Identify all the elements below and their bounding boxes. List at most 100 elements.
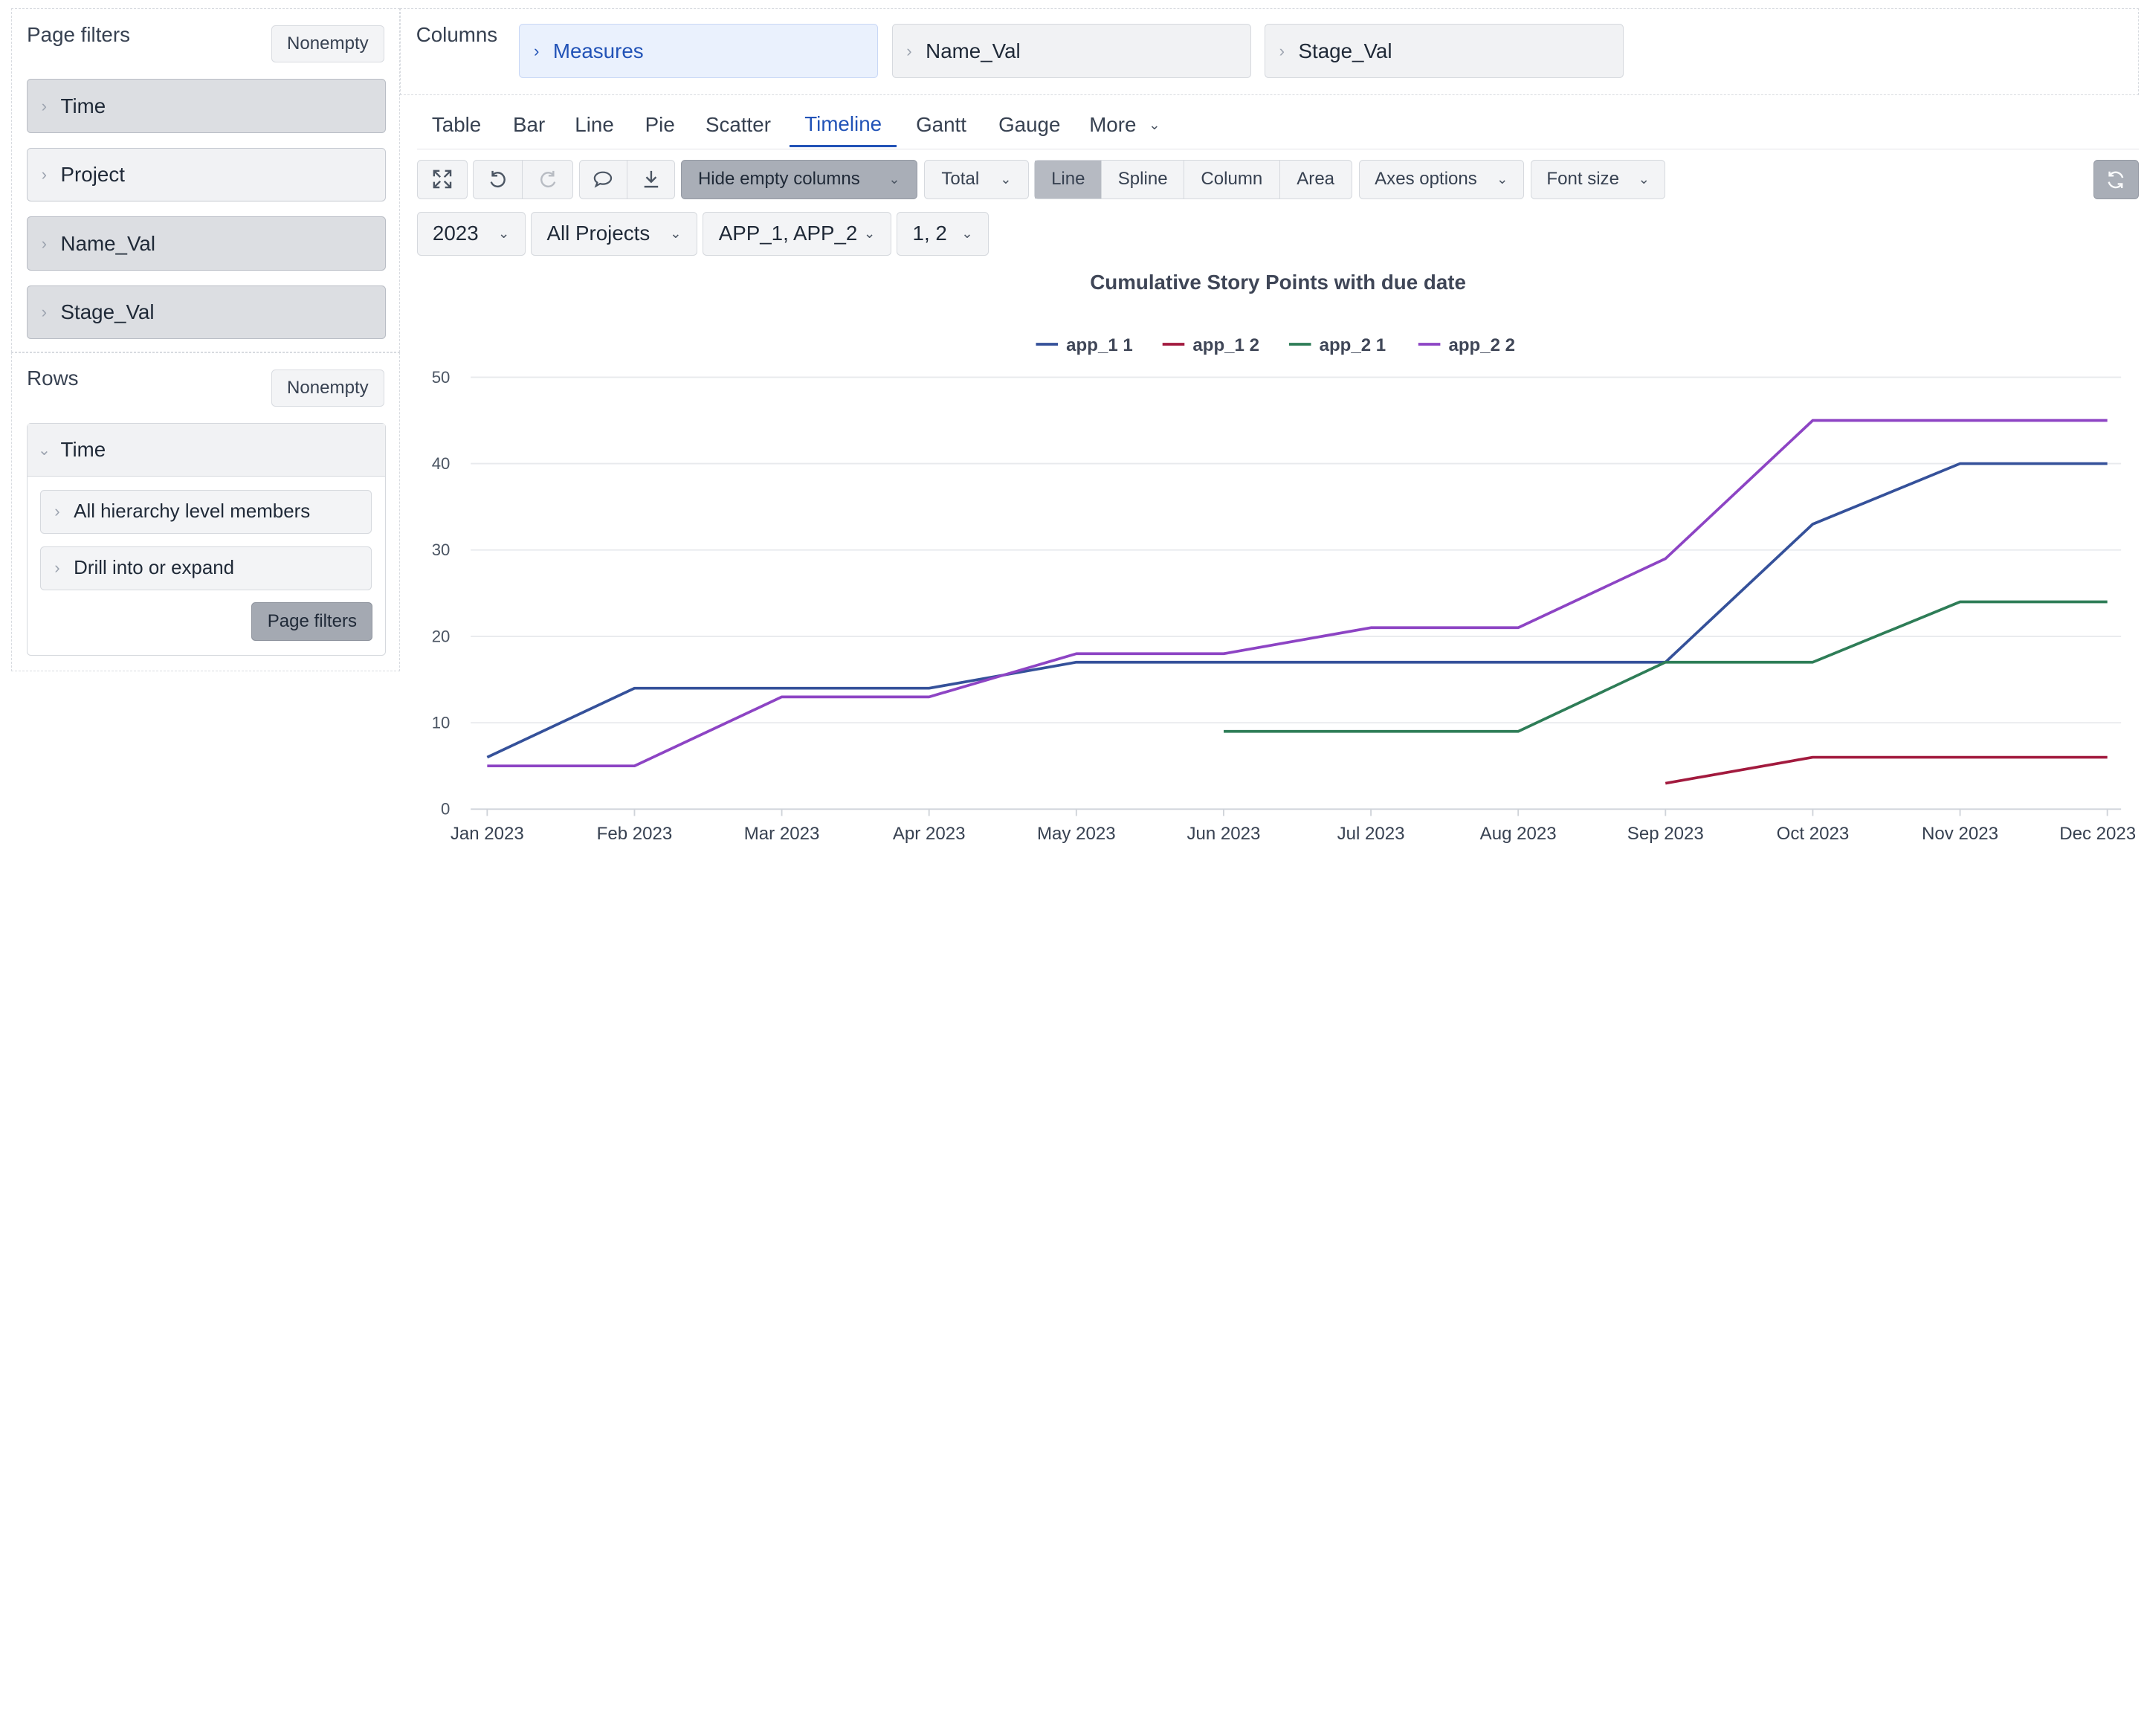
tab-line[interactable]: Line bbox=[575, 113, 614, 137]
font-size-dropdown[interactable]: Font size ⌄ bbox=[1531, 159, 1666, 200]
x-tick-label: Oct 2023 bbox=[1776, 824, 1849, 844]
chevron-down-icon: ⌄ bbox=[670, 225, 682, 242]
chevron-down-icon: ⌄ bbox=[497, 225, 510, 242]
chevron-down-icon: ⌄ bbox=[1149, 117, 1160, 133]
page-filters-button[interactable]: Page filters bbox=[251, 602, 373, 642]
legend-label: app_2 1 bbox=[1319, 335, 1386, 355]
tab-timeline[interactable]: Timeline bbox=[789, 103, 897, 147]
column-item-measures[interactable]: › Measures bbox=[519, 24, 879, 78]
page-filters-section: Page filters Nonempty › Time › Project ›… bbox=[10, 8, 401, 352]
chart-type-tabs: Table Bar Line Pie Scatter Timeline Gant… bbox=[416, 103, 2139, 149]
hide-empty-label: Hide empty columns bbox=[697, 169, 860, 190]
series-line bbox=[1665, 755, 2108, 784]
chevron-down-icon: ⌄ bbox=[1496, 171, 1508, 187]
line-type-spline[interactable]: Spline bbox=[1102, 160, 1184, 199]
line-type-line[interactable]: Line bbox=[1035, 160, 1102, 199]
undo-button[interactable] bbox=[474, 160, 523, 199]
filter-item-time[interactable]: › Time bbox=[27, 79, 386, 133]
y-tick-label: 40 bbox=[431, 454, 450, 472]
chevron-right-icon: › bbox=[41, 233, 48, 253]
x-tick-label: Jun 2023 bbox=[1186, 824, 1260, 844]
axes-options-label: Axes options bbox=[1375, 169, 1477, 190]
rows-section: Rows Nonempty ⌄ Time › All hierarchy lev… bbox=[10, 352, 401, 671]
drill-into-or-expand-option[interactable]: › Drill into or expand bbox=[39, 546, 372, 590]
filter-item-stage-val[interactable]: › Stage_Val bbox=[27, 285, 386, 340]
left-panel: Page filters Nonempty › Time › Project ›… bbox=[10, 8, 401, 671]
undo-icon bbox=[490, 171, 506, 188]
total-label: Total bbox=[941, 169, 980, 190]
x-tick-label: Dec 2023 bbox=[2059, 824, 2136, 844]
chevron-down-icon: ⌄ bbox=[37, 442, 51, 459]
chart-title: Cumulative Story Points with due date bbox=[1090, 271, 1466, 294]
tab-gantt[interactable]: Gantt bbox=[916, 113, 966, 137]
y-tick-label: 30 bbox=[431, 541, 450, 559]
filter-item-project[interactable]: › Project bbox=[27, 147, 386, 202]
y-tick-label: 50 bbox=[431, 367, 450, 386]
rows-title: Rows bbox=[27, 367, 79, 390]
column-item-name-val[interactable]: › Name_Val bbox=[891, 24, 1251, 78]
series-line bbox=[1223, 600, 2108, 733]
tab-scatter[interactable]: Scatter bbox=[706, 113, 771, 137]
line-type-group: Line Spline Column Area bbox=[1034, 159, 1352, 200]
filter-item-label: Project bbox=[60, 163, 125, 186]
chevron-down-icon: ⌄ bbox=[961, 225, 973, 242]
chevron-down-icon: ⌄ bbox=[1000, 171, 1012, 187]
redo-button[interactable] bbox=[523, 161, 572, 199]
chevron-right-icon: › bbox=[54, 558, 60, 578]
columns-section: Columns › Measures › Name_Val › Stage_Va… bbox=[400, 8, 2139, 95]
column-item-stage-val[interactable]: › Stage_Val bbox=[1265, 24, 1624, 78]
project-filter-label: All Projects bbox=[546, 222, 650, 245]
x-tick-label: Sep 2023 bbox=[1627, 824, 1703, 844]
chevron-down-icon: ⌄ bbox=[1638, 171, 1650, 187]
download-icon bbox=[644, 171, 658, 188]
line-type-area[interactable]: Area bbox=[1297, 169, 1335, 190]
tab-bar[interactable]: Bar bbox=[513, 113, 546, 137]
tab-gauge[interactable]: Gauge bbox=[998, 113, 1061, 137]
x-tick-label: Apr 2023 bbox=[892, 824, 965, 844]
chevron-right-icon: › bbox=[54, 502, 60, 521]
refresh-button[interactable] bbox=[2093, 159, 2139, 200]
total-dropdown[interactable]: Total ⌄ bbox=[924, 159, 1029, 200]
legend-label: app_1 1 bbox=[1066, 335, 1133, 355]
year-filter-dropdown[interactable]: 2023 ⌄ bbox=[416, 211, 526, 256]
project-filter-dropdown[interactable]: All Projects ⌄ bbox=[531, 211, 697, 256]
undo-redo-group bbox=[473, 159, 574, 200]
chevron-down-icon: ⌄ bbox=[888, 171, 900, 187]
column-item-label: Name_Val bbox=[926, 39, 1021, 62]
filter-item-label: Time bbox=[60, 94, 106, 117]
comment-button[interactable] bbox=[580, 160, 627, 199]
rows-time-header[interactable]: ⌄ Time bbox=[28, 423, 385, 477]
y-tick-label: 20 bbox=[431, 627, 450, 645]
chevron-right-icon: › bbox=[41, 96, 48, 115]
tab-more[interactable]: More ⌄ bbox=[1074, 103, 1175, 147]
tab-table[interactable]: Table bbox=[431, 113, 482, 137]
stage-filter-label: 1, 2 bbox=[912, 222, 947, 245]
expand-icon bbox=[418, 161, 467, 199]
app-filter-dropdown[interactable]: APP_1, APP_2 ⌄ bbox=[703, 211, 891, 256]
chevron-right-icon: › bbox=[906, 41, 912, 60]
x-tick-label: Feb 2023 bbox=[596, 824, 672, 844]
y-tick-label: 0 bbox=[441, 799, 450, 818]
expand-button[interactable] bbox=[416, 159, 468, 200]
download-button[interactable] bbox=[627, 161, 675, 199]
chart-container: Cumulative Story Points with due date 0 10… bbox=[417, 262, 2139, 867]
filter-item-name-val[interactable]: › Name_Val bbox=[27, 216, 386, 271]
series-line bbox=[486, 419, 2108, 767]
axes-options-dropdown[interactable]: Axes options ⌄ bbox=[1358, 159, 1524, 200]
tab-pie[interactable]: Pie bbox=[645, 113, 675, 137]
all-hierarchy-level-members-option[interactable]: › All hierarchy level members bbox=[39, 489, 372, 534]
legend-label: app_1 2 bbox=[1192, 335, 1259, 355]
filter-item-label: Stage_Val bbox=[60, 300, 155, 323]
x-tick-label: Jan 2023 bbox=[450, 824, 523, 844]
rows-time-label: Time bbox=[60, 438, 106, 462]
rows-nonempty-button[interactable]: Nonempty bbox=[271, 369, 384, 407]
stage-filter-dropdown[interactable]: 1, 2 ⌄ bbox=[897, 211, 989, 256]
tab-more-label: More bbox=[1089, 113, 1137, 137]
comment-download-group bbox=[578, 159, 676, 200]
refresh-icon bbox=[2108, 171, 2124, 188]
legend-label: app_2 2 bbox=[1448, 335, 1515, 355]
series-line bbox=[486, 462, 2108, 758]
hide-empty-columns-dropdown[interactable]: Hide empty columns ⌄ bbox=[680, 159, 917, 200]
page-filters-nonempty-button[interactable]: Nonempty bbox=[271, 25, 384, 63]
line-type-column[interactable]: Column bbox=[1184, 160, 1280, 199]
